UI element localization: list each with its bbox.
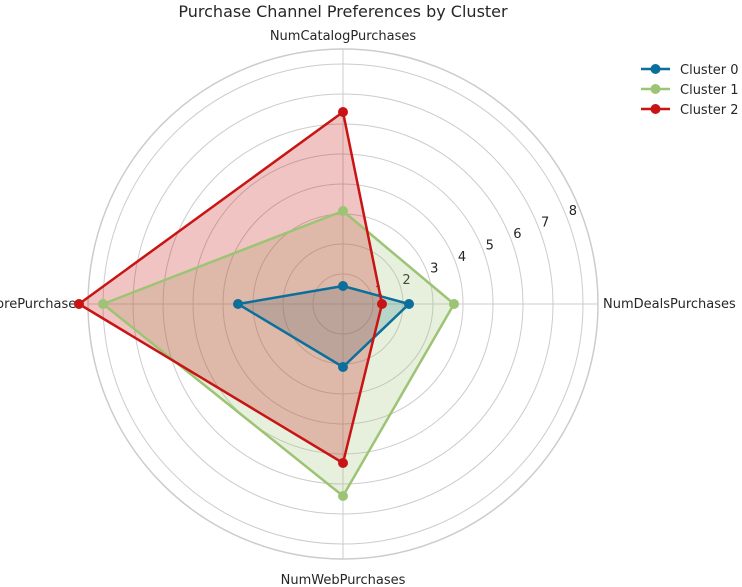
data-point-cluster-2 [338,458,348,468]
axis-label-numcatalogpurchases: NumCatalogPurchases [270,29,417,44]
data-point-cluster-0 [338,362,348,372]
series-fill-cluster-1 [103,211,454,496]
legend: Cluster 0 Cluster 1 Cluster 2 [641,63,739,118]
data-point-cluster-2 [338,107,348,117]
data-point-cluster-1 [449,299,459,309]
polar-grid [87,48,599,560]
legend-label: Cluster 2 [680,103,739,118]
legend-label: Cluster 0 [680,63,739,78]
axis-labels: NumDealsPurchases NumCatalogPurchases NumS… [0,29,736,587]
radial-tick-label: 5 [486,239,494,254]
radial-tick-label: 3 [430,262,438,277]
legend-marker [650,84,661,94]
data-point-cluster-0 [338,281,348,291]
legend-entry: Cluster 2 [641,103,739,118]
legend-marker [650,64,661,74]
data-point-cluster-2 [377,299,387,309]
data-point-cluster-1 [338,206,348,216]
radial-tick-label: 2 [402,273,410,288]
radial-tick-label: 7 [541,216,549,231]
data-point-cluster-2 [74,299,84,309]
axis-label-numstorepurchases: NumStorePurchases [0,297,83,312]
legend-entry: Cluster 1 [641,83,739,98]
data-point-cluster-1 [98,299,108,309]
series-group [74,107,459,501]
data-point-cluster-1 [338,491,348,501]
radial-tick-label: 8 [569,204,577,219]
chart-title: Purchase Channel Preferences by Cluster [178,2,508,21]
legend-entry: Cluster 0 [641,63,739,78]
legend-label: Cluster 1 [680,83,739,98]
series-fill-cluster-2 [79,112,382,463]
data-point-cluster-0 [233,299,243,309]
legend-marker [650,104,661,114]
axis-label-numwebpurchases: NumWebPurchases [281,573,406,587]
series-fill-cluster-0 [238,286,409,367]
data-point-cluster-0 [404,299,414,309]
radial-tick-label: 4 [458,250,466,265]
axis-label-numdealspurchases: NumDealsPurchases [603,297,736,312]
radial-tick-label: 6 [513,227,521,242]
